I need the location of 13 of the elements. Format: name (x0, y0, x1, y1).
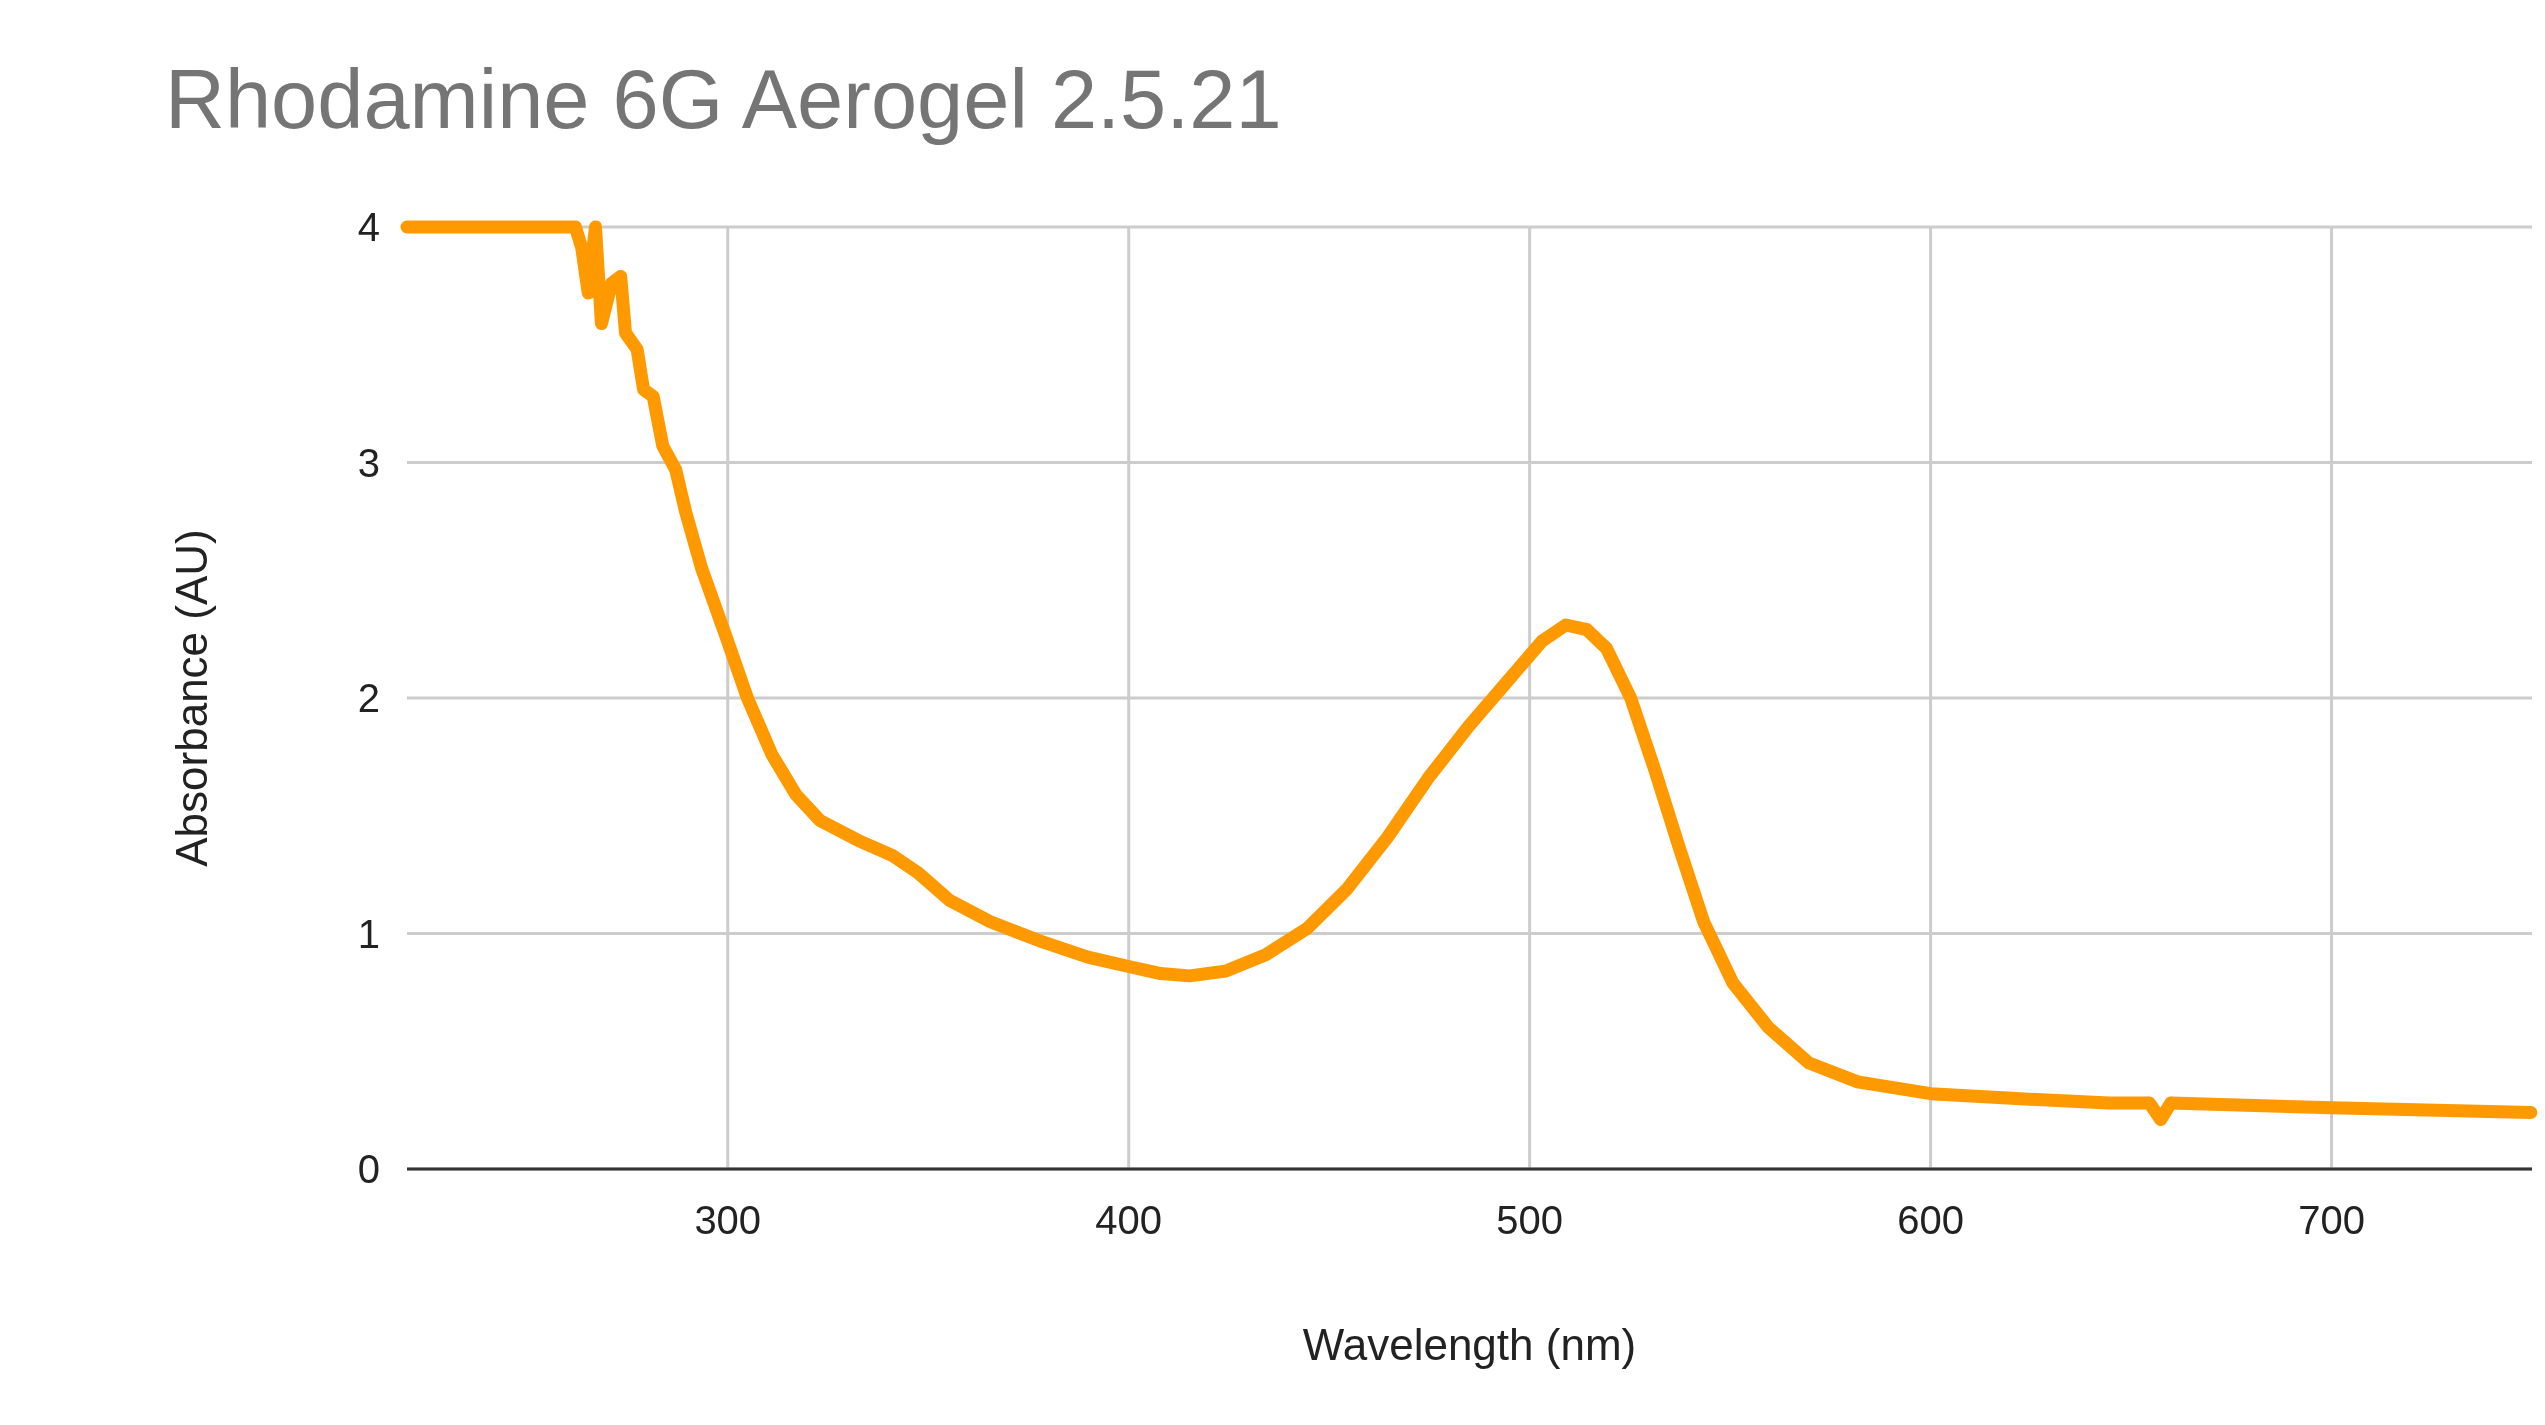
x-tick-label: 600 (1897, 1198, 1964, 1242)
x-tick-label: 400 (1095, 1198, 1163, 1242)
y-tick-label: 1 (357, 911, 380, 956)
y-tick-label: 2 (357, 676, 380, 720)
x-tick-label: 700 (2298, 1198, 2365, 1242)
x-tick-label: 500 (1496, 1198, 1564, 1242)
chart-title: Rhodamine 6G Aerogel 2.5.21 (165, 53, 1282, 146)
y-tick-label: 3 (357, 440, 380, 485)
y-tick-label: 4 (357, 205, 380, 249)
y-axis-title: Absorbance (AU) (167, 529, 216, 867)
y-tick-label: 0 (357, 1147, 380, 1191)
x-axis-title: Wavelength (nm) (1302, 1320, 1637, 1369)
x-tick-label: 300 (694, 1198, 762, 1242)
